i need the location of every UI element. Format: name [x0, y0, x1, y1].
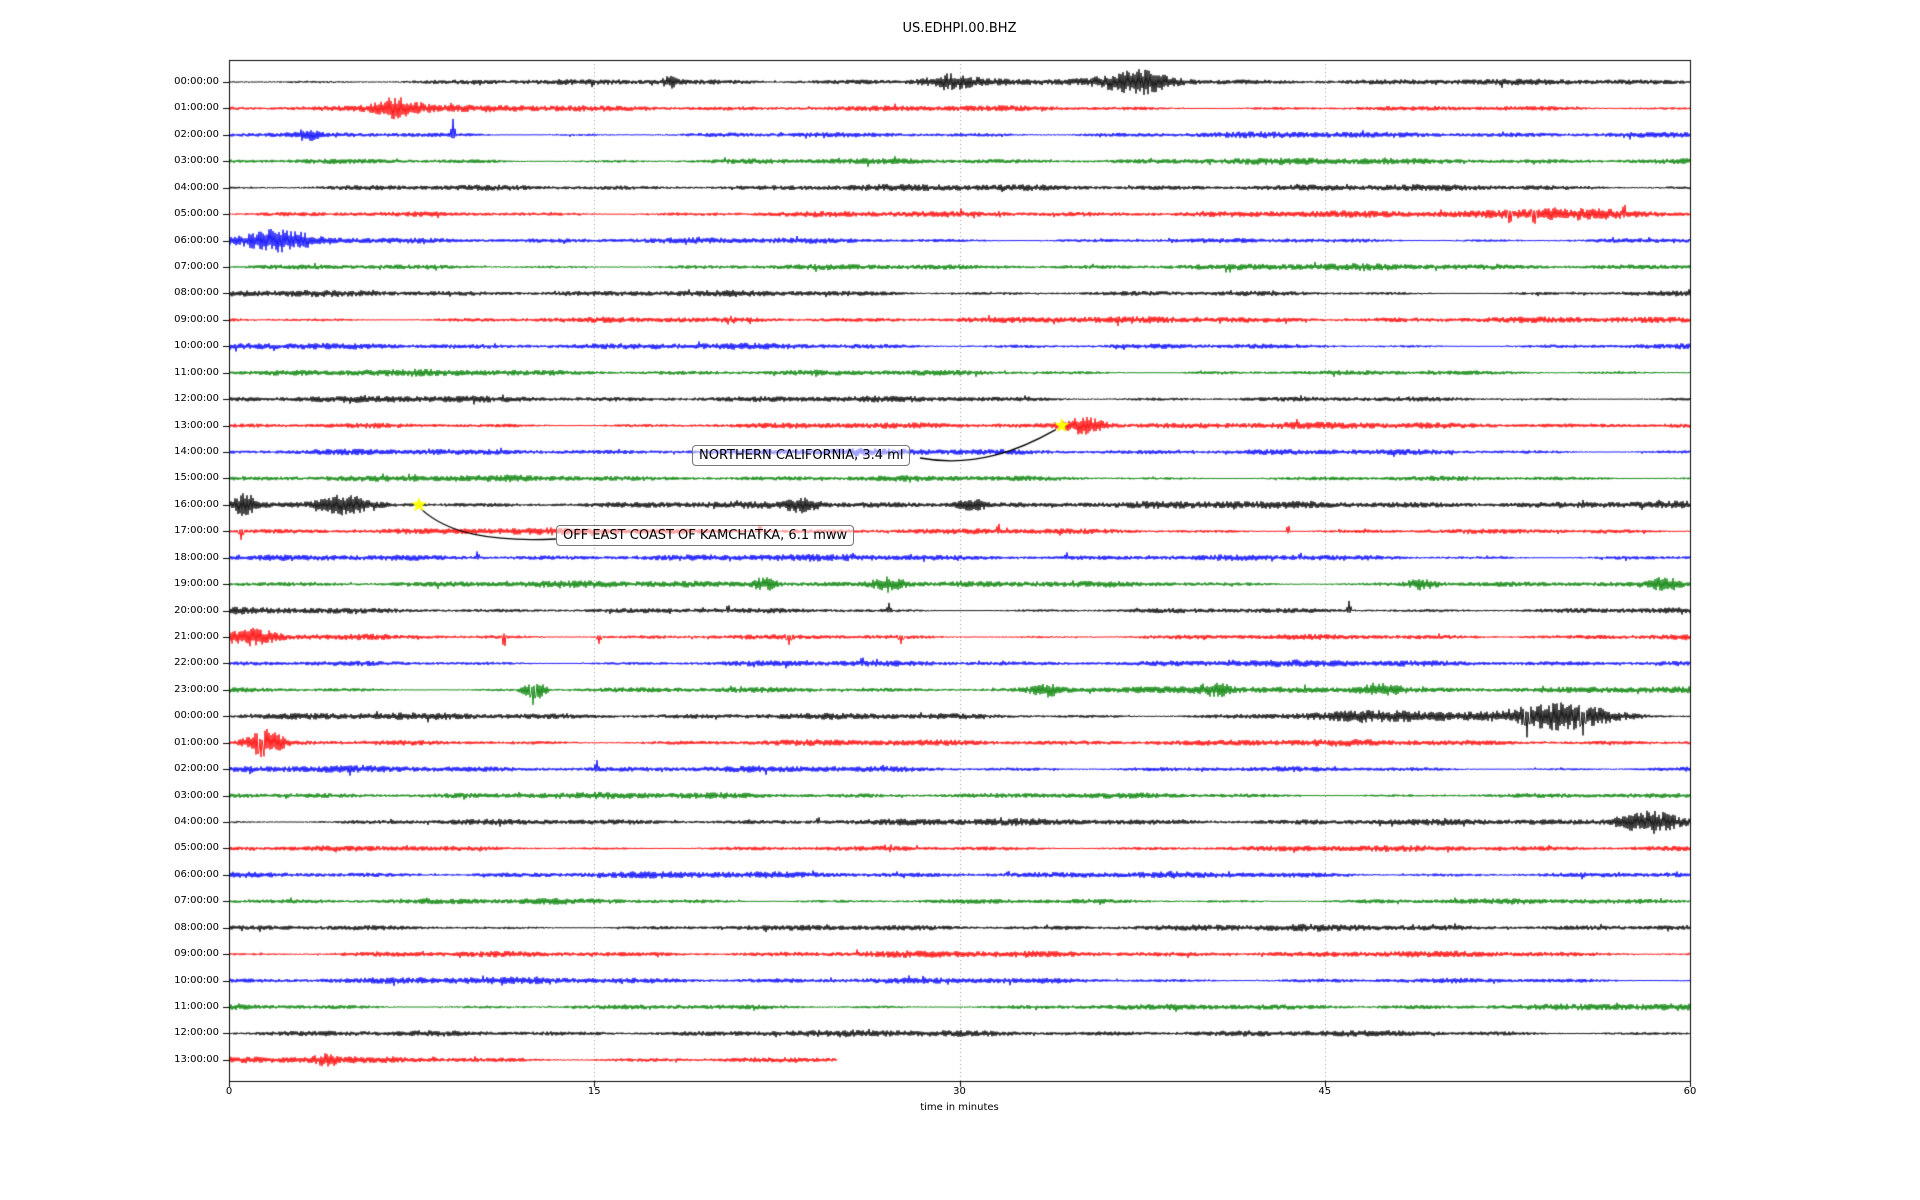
x-tick-label: 15	[587, 1086, 601, 1097]
y-tick-label: 00:00:00	[174, 710, 219, 722]
y-tick-label: 11:00:00	[174, 366, 219, 378]
y-tick-label: 04:00:00	[174, 181, 219, 193]
y-tick-label: 23:00:00	[174, 683, 219, 695]
y-tick-label: 01:00:00	[174, 736, 219, 748]
y-tick-label: 08:00:00	[174, 287, 219, 299]
y-tick-label: 10:00:00	[174, 340, 219, 352]
y-tick-label: 19:00:00	[174, 578, 219, 590]
y-tick-label: 07:00:00	[174, 261, 219, 272]
y-tick-label: 07:00:00	[174, 895, 219, 907]
y-tick-label: 13:00:00	[174, 1053, 219, 1065]
y-tick-label: 20:00:00	[174, 604, 219, 616]
event-annotation-northern-california: NORTHERN CALIFORNIA, 3.4 ml	[692, 445, 911, 466]
y-tick-label: 22:00:00	[174, 657, 219, 669]
y-tick-label: 09:00:00	[174, 948, 219, 960]
event-annotation-kamchatka: OFF EAST COAST OF KAMCHATKA, 6.1 mww	[556, 525, 855, 546]
y-tick-label: 21:00:00	[174, 631, 219, 643]
y-tick-label: 02:00:00	[174, 763, 219, 775]
y-tick-label: 12:00:00	[174, 1027, 219, 1039]
y-tick-label: 15:00:00	[174, 472, 219, 484]
y-tick-label: 02:00:00	[174, 128, 219, 140]
y-tick-label: 01:00:00	[174, 102, 219, 114]
y-tick-label: 05:00:00	[174, 208, 219, 220]
y-tick-label: 16:00:00	[174, 498, 219, 510]
y-tick-label: 05:00:00	[174, 842, 219, 854]
y-tick-label: 00:00:00	[174, 76, 219, 87]
x-axis-title: time in minutes	[920, 1102, 999, 1113]
y-tick-label: 10:00:00	[174, 974, 219, 986]
x-tick-label: 45	[1318, 1086, 1332, 1097]
y-tick-label: 03:00:00	[174, 789, 219, 801]
y-tick-label: 17:00:00	[174, 525, 219, 537]
y-tick-label: 06:00:00	[174, 234, 219, 246]
y-tick-label: 13:00:00	[174, 419, 219, 431]
y-tick-label: 14:00:00	[174, 446, 219, 458]
y-tick-label: 06:00:00	[174, 868, 219, 880]
y-tick-label: 11:00:00	[174, 1001, 219, 1013]
y-tick-label: 12:00:00	[174, 393, 219, 405]
y-tick-label: 09:00:00	[174, 313, 219, 325]
x-tick-label: 30	[953, 1086, 966, 1097]
x-tick-label: 0	[225, 1086, 233, 1097]
y-tick-label: 08:00:00	[174, 921, 219, 933]
y-tick-label: 03:00:00	[174, 155, 219, 167]
y-tick-label: 04:00:00	[174, 816, 219, 828]
y-tick-label: 18:00:00	[174, 551, 219, 563]
x-tick-label: 60	[1683, 1086, 1697, 1097]
